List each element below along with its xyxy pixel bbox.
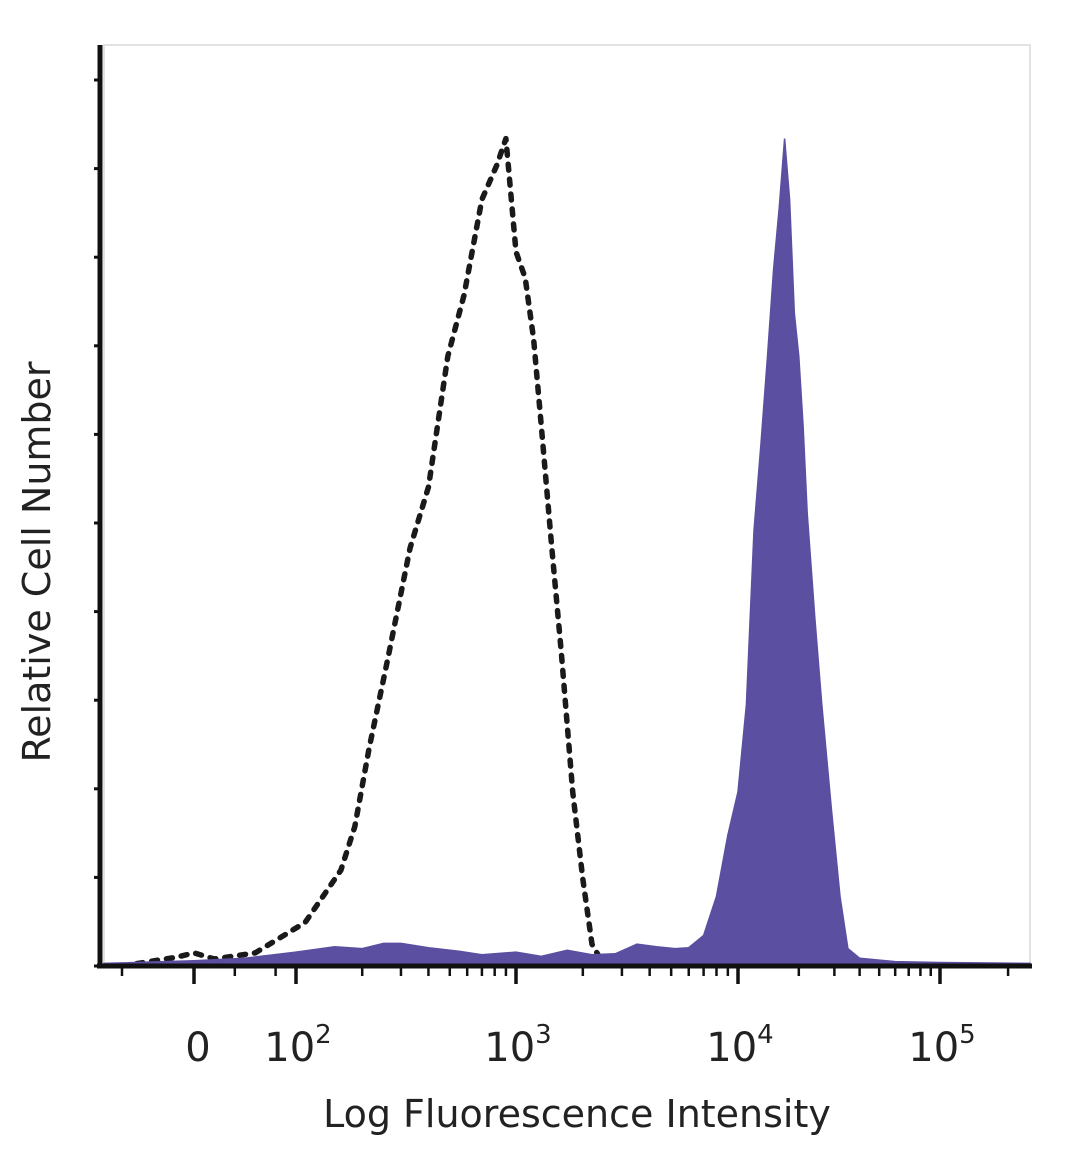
x-ticks <box>120 966 1010 984</box>
y-axis-title: Relative Cell Number <box>15 361 59 762</box>
x-tick-label: 105 <box>908 1020 975 1071</box>
x-axis-title: Log Fluorescence Intensity <box>323 1092 831 1136</box>
control-histogram-line <box>119 135 608 969</box>
x-tick-label: 0 <box>185 1025 210 1071</box>
x-tick-label: 104 <box>706 1020 773 1071</box>
plot-frame <box>103 44 1031 968</box>
x-tick-label: 102 <box>264 1020 331 1071</box>
series-layer <box>103 135 1031 969</box>
x-tick-labels: 0 102 103 104 105 <box>185 1020 975 1071</box>
stained-histogram-area <box>103 138 1031 967</box>
y-ticks <box>94 78 100 968</box>
x-tick-label: 103 <box>484 1020 551 1071</box>
